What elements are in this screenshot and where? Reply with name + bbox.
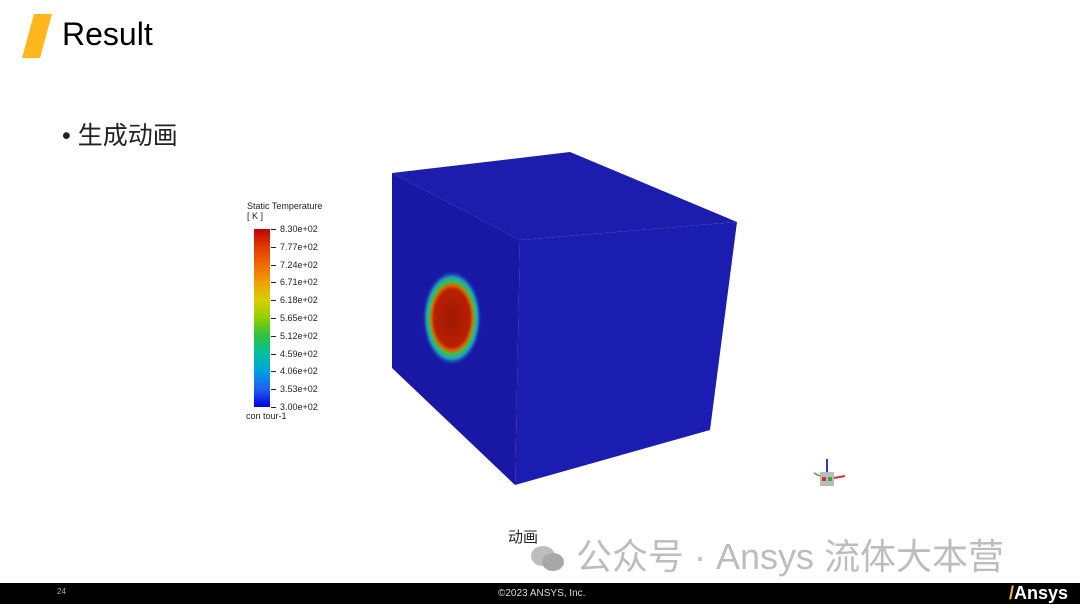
footer-bar: 24 ©2023 ANSYS, Inc. /Ansys	[0, 583, 1080, 604]
colorbar-tick	[271, 389, 276, 391]
watermark-text: 公众号 · Ansys 流体大本营	[576, 536, 1005, 577]
colorbar-tick	[271, 318, 276, 319]
bullet-item: • 生成动画	[62, 122, 178, 150]
hot-spot	[422, 270, 482, 366]
legend-unit: [ K ]	[247, 211, 264, 221]
logo-text: Ansys	[1013, 583, 1068, 603]
colorbar-tick	[271, 300, 276, 302]
cube-right-face	[515, 222, 737, 485]
colorbar-tick	[271, 264, 276, 266]
colorbar-tick	[271, 246, 276, 248]
colorbar-label: 7.77e+02	[280, 241, 318, 252]
colorbar	[254, 229, 270, 407]
colorbar-label: 5.65e+02	[280, 313, 318, 323]
watermark: 公众号 · Ansys 流体大本营	[530, 528, 1004, 580]
ansys-logo: /Ansys	[1008, 583, 1068, 603]
colorbar-tick	[271, 407, 276, 408]
page-number: 24	[57, 587, 66, 596]
colorbar-label: 6.71e+02	[280, 277, 318, 288]
colorbar-tick	[271, 371, 276, 373]
colorbar-label: 8.30e+02	[280, 224, 318, 234]
colorbar-label: 3.00e+02	[280, 402, 318, 412]
colorbar-label: 7.24e+02	[280, 259, 318, 270]
colorbar-tick	[271, 229, 276, 230]
colorbar-label: 3.53e+02	[280, 384, 318, 395]
colorbar-tick	[271, 335, 276, 337]
legend-title: Static Temperature[ K ]	[247, 201, 322, 221]
colorbar-label: 6.18e+02	[280, 295, 318, 306]
copyright: ©2023 ANSYS, Inc.	[498, 588, 586, 599]
colorbar-label: 5.12e+02	[280, 330, 318, 341]
colorbar-label: 4.59e+02	[280, 348, 318, 359]
caption: 动画	[508, 529, 539, 546]
legend-title-text: Static Temperature	[247, 201, 323, 211]
colorbar-tick	[271, 353, 276, 355]
axis-triad-icon	[813, 459, 846, 486]
accent-slash-icon	[22, 14, 52, 58]
contour-name: con tour-1	[246, 411, 287, 421]
cube-top-face	[392, 152, 737, 240]
slide-title: Result	[62, 16, 153, 52]
colorbar-tick	[271, 282, 276, 284]
wechat-icon	[531, 546, 564, 572]
colorbar-label: 4.06e+02	[280, 366, 318, 377]
bullet-text: 生成动画	[77, 122, 178, 150]
